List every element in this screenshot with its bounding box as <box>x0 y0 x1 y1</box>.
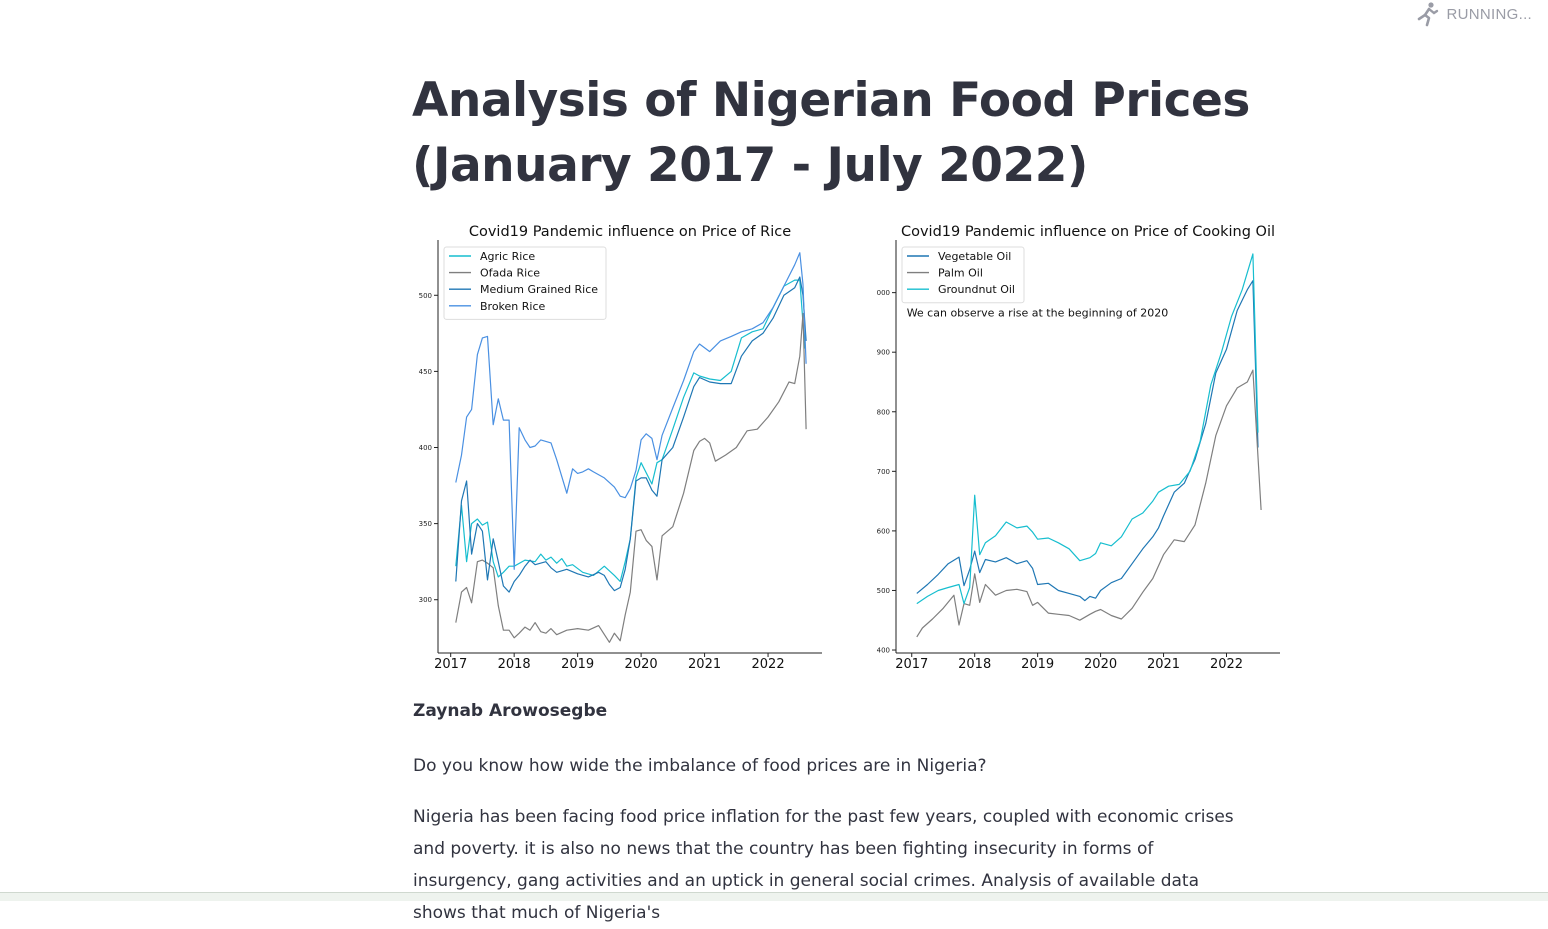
x-tick-label: 2018 <box>498 657 531 669</box>
series-line-medium-grained-rice <box>455 276 807 593</box>
intro-question: Do you know how wide the imbalance of fo… <box>413 756 987 776</box>
y-tick-label: 400 <box>877 647 890 655</box>
page-title-line1: Analysis of Nigerian Food Prices <box>412 73 1250 128</box>
legend-label-broken-rice: Broken Rice <box>480 300 546 313</box>
x-tick-label: 2020 <box>1084 657 1117 669</box>
y-tick-label: 500 <box>419 292 432 300</box>
x-tick-label: 2021 <box>688 657 721 669</box>
x-tick-label: 2020 <box>625 657 658 669</box>
series-line-broken-rice <box>455 252 807 570</box>
intro-paragraph: Nigeria has been facing food price infla… <box>413 807 1234 923</box>
rice-price-chart: Covid19 Pandemic influence on Price of R… <box>419 224 822 669</box>
chart-legend <box>443 246 607 320</box>
y-tick-label: 800 <box>877 408 890 416</box>
running-man-icon <box>1417 2 1438 27</box>
legend-label-palm-oil: Palm Oil <box>938 267 983 280</box>
x-tick-label: 2021 <box>1147 657 1180 669</box>
y-tick-label: 450 <box>419 368 432 376</box>
y-tick-label: 300 <box>419 596 432 604</box>
chart-title: Covid19 Pandemic influence on Price of R… <box>469 224 791 240</box>
y-tick-label: 500 <box>877 587 890 595</box>
status-label: RUNNING... <box>1446 5 1532 23</box>
chart-legend <box>901 246 1025 304</box>
x-tick-label: 2018 <box>958 657 991 669</box>
author-name: Zaynab Arowosegbe <box>413 701 608 721</box>
x-tick-label: 2022 <box>752 657 785 669</box>
y-tick-label: 400 <box>419 444 432 452</box>
x-tick-label: 2017 <box>895 657 928 669</box>
x-tick-label: 2019 <box>561 657 594 669</box>
status-indicator[interactable]: RUNNING... <box>1415 2 1533 27</box>
y-tick-label: 1000 <box>876 289 890 297</box>
series-line-ofada-rice <box>455 312 807 643</box>
page-title-line2: (January 2017 - July 2022) <box>412 138 1088 193</box>
bottom-scrollbar[interactable] <box>0 892 1548 901</box>
y-tick-label: 600 <box>877 527 890 535</box>
x-tick-label: 2017 <box>434 657 467 669</box>
page-title: Analysis of Nigerian Food Prices (Januar… <box>412 68 1312 198</box>
cooking-oil-price-chart: Covid19 Pandemic influence on Price of C… <box>876 224 1280 669</box>
y-tick-label: 900 <box>877 349 890 357</box>
y-tick-label: 700 <box>877 468 890 476</box>
y-tick-label: 350 <box>419 520 432 528</box>
series-line-palm-oil <box>916 369 1262 638</box>
legend-label-medium-grained-rice: Medium Grained Rice <box>480 283 598 296</box>
x-tick-label: 2022 <box>1210 657 1243 669</box>
series-line-agric-rice <box>455 279 806 583</box>
legend-label-agric-rice: Agric Rice <box>480 250 535 263</box>
series-line-vegetable-oil <box>916 280 1259 602</box>
legend-label-ofada-rice: Ofada Rice <box>480 267 540 280</box>
chart-annotation: We can observe a rise at the beginning o… <box>907 306 1169 319</box>
chart-title: Covid19 Pandemic influence on Price of C… <box>901 224 1275 240</box>
series-line-groundnut-oil <box>916 253 1259 605</box>
legend-label-groundnut-oil: Groundnut Oil <box>938 283 1015 296</box>
legend-label-vegetable-oil: Vegetable Oil <box>938 250 1011 263</box>
x-tick-label: 2019 <box>1021 657 1054 669</box>
